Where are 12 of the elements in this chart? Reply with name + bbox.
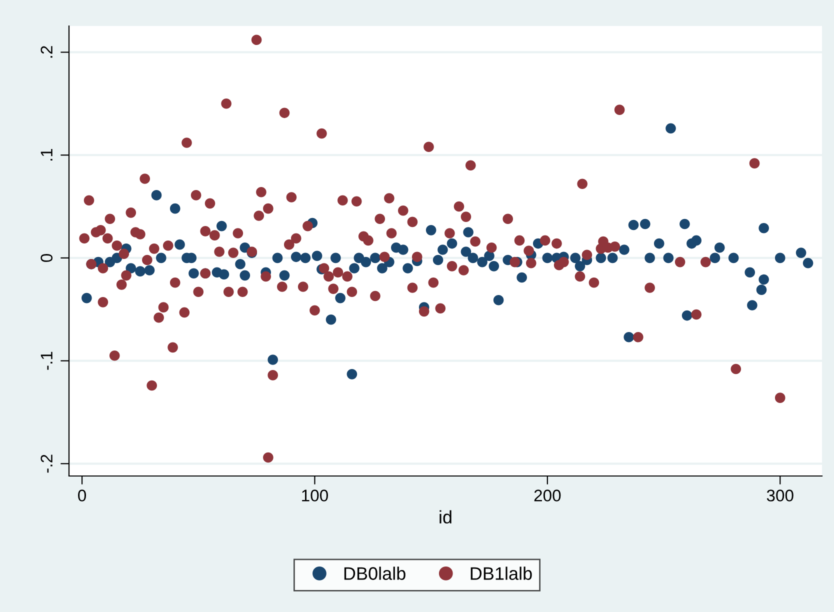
y-tick-label: .2 xyxy=(40,46,52,58)
x-tick-label: 200 xyxy=(534,490,561,502)
y-tick-label: -.1 xyxy=(40,352,52,370)
legend-label: DB1lalb xyxy=(470,566,532,580)
x-tick-label: 300 xyxy=(766,490,794,502)
y-tick-label: 0 xyxy=(40,254,53,262)
y-tick-label: .1 xyxy=(40,148,52,161)
x-tick-label: 0 xyxy=(78,490,86,502)
legend-label: DB0lalb xyxy=(344,566,406,580)
x-axis-title: id xyxy=(440,510,452,524)
y-tick-label: -.2 xyxy=(40,454,52,473)
x-tick-label: 100 xyxy=(302,490,328,502)
